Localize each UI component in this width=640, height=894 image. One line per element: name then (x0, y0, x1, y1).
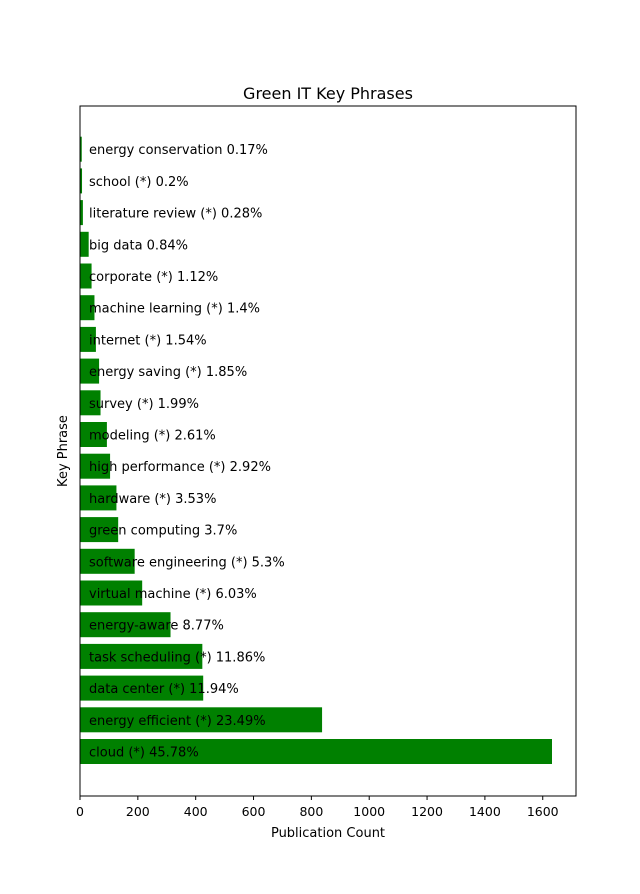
bar-label: data center (*) 11.94% (89, 682, 239, 697)
bar (80, 739, 552, 764)
plot-frame (79, 105, 577, 797)
bar (80, 136, 82, 162)
bar (80, 612, 171, 638)
bar-label: task scheduling (*) 11.86% (89, 650, 265, 665)
bar (80, 675, 204, 701)
bar-label: hardware (*) 3.53% (89, 492, 216, 507)
bar (80, 358, 100, 384)
bar (80, 643, 203, 669)
bars-group (80, 136, 552, 764)
x-tick-label: 1400 (469, 804, 501, 819)
x-tick-label: 600 (242, 804, 266, 819)
bar (80, 200, 83, 226)
bar (80, 390, 101, 416)
bar-label: high performance (*) 2.92% (89, 460, 271, 475)
bar (80, 231, 89, 257)
y-axis-label: Key Phrase (56, 415, 71, 487)
bar-label: survey (*) 1.99% (89, 397, 199, 412)
bar (80, 295, 95, 321)
bar-label: corporate (*) 1.12% (89, 270, 218, 285)
bar-label: virtual machine (*) 6.03% (89, 587, 257, 602)
bar-label: school (*) 0.2% (89, 175, 189, 190)
bar (80, 263, 92, 289)
x-tick-label: 1600 (527, 804, 559, 819)
bar-label: green computing 3.7% (89, 524, 237, 539)
x-tick-label: 800 (299, 804, 323, 819)
bar-label: energy conservation 0.17% (89, 143, 268, 158)
x-tick-label: 200 (126, 804, 150, 819)
bar (80, 168, 83, 194)
bar-label: internet (*) 1.54% (89, 333, 207, 348)
bar-label: literature review (*) 0.28% (89, 207, 262, 222)
bar-label: energy saving (*) 1.85% (89, 365, 247, 380)
bar-label: machine learning (*) 1.4% (89, 302, 260, 317)
bar-label: modeling (*) 2.61% (89, 429, 216, 444)
bar-label: software engineering (*) 5.3% (89, 555, 285, 570)
bar (80, 326, 96, 352)
bar-label: energy-aware 8.77% (89, 619, 224, 634)
bar (80, 485, 117, 511)
x-tick-label: 1000 (353, 804, 385, 819)
x-axis-label: Publication Count (271, 826, 385, 841)
bar (80, 707, 323, 733)
bar-label: big data 0.84% (89, 238, 188, 253)
bar (80, 580, 143, 606)
x-tick-label: 400 (184, 804, 208, 819)
bar (80, 517, 119, 543)
chart-title: Green IT Key Phrases (243, 84, 413, 103)
bar-labels-group: cloud (*) 45.78% energy efficient (*) 23.… (89, 143, 285, 760)
bar (80, 422, 107, 447)
bar (80, 453, 111, 479)
x-axis-ticks: 0 200 400 600 800 1000 1200 1400 1600 (76, 796, 559, 819)
bar-label: energy efficient (*) 23.49% (89, 714, 266, 729)
bar (80, 548, 135, 574)
bar-label: cloud (*) 45.78% (89, 746, 199, 761)
x-tick-label: 0 (76, 804, 84, 819)
x-tick-label: 1200 (411, 804, 443, 819)
